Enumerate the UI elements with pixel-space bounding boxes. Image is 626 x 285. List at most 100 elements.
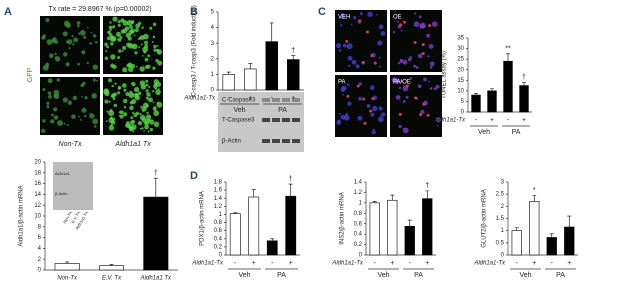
- y-tick-label: 10: [34, 214, 41, 220]
- cell: [104, 99, 109, 104]
- panel-label: B: [190, 6, 198, 18]
- cell: [65, 22, 71, 29]
- cell: [76, 24, 80, 28]
- cell: [398, 124, 402, 129]
- annotation: †: [522, 74, 526, 81]
- cell: [111, 93, 116, 98]
- cell: [413, 64, 417, 68]
- cell: [144, 65, 149, 69]
- error-bar: [288, 183, 293, 197]
- cell: [153, 48, 157, 52]
- cell: [372, 128, 375, 131]
- y-tick-label: 2: [211, 56, 215, 62]
- cell: [407, 57, 412, 62]
- error-bar: [567, 215, 572, 228]
- cell: [426, 113, 430, 117]
- y-axis-label: PDX1/β-actin mRNA: [200, 191, 206, 246]
- cell: [378, 56, 381, 59]
- cell: [139, 80, 146, 86]
- cell: [421, 43, 425, 47]
- cell: [93, 125, 97, 128]
- cell: [133, 113, 138, 118]
- bar: [511, 230, 522, 256]
- cell: [128, 92, 135, 99]
- x-tick-label: +: [390, 260, 394, 267]
- x-tick-label: -: [409, 260, 412, 267]
- y-tick-label: 0: [211, 88, 215, 94]
- error-bar: [474, 93, 478, 96]
- cell: [42, 119, 46, 123]
- cell: [140, 105, 143, 109]
- group-label: PA: [277, 272, 286, 279]
- cell: [138, 46, 141, 49]
- bar: [266, 240, 278, 256]
- y-tick-label: 0: [461, 110, 465, 116]
- cell: [157, 60, 163, 66]
- cell: [117, 91, 121, 95]
- cell: [144, 57, 149, 62]
- cell: [62, 97, 68, 103]
- error-bar: [65, 261, 70, 264]
- y-tick-label: 15: [457, 78, 464, 84]
- cell: [139, 112, 142, 116]
- cell: [402, 127, 409, 134]
- cell: [137, 91, 142, 96]
- y-tick-label: 1.6: [214, 188, 223, 194]
- bar: [387, 199, 398, 256]
- cell: [117, 20, 121, 24]
- cell: [123, 105, 127, 109]
- cell: [78, 115, 80, 118]
- cell: [89, 42, 93, 45]
- cell: [117, 38, 119, 41]
- y-tick-label: 1: [211, 72, 215, 78]
- bar: [519, 85, 529, 113]
- image-label: OE: [393, 15, 402, 21]
- bar: [369, 202, 380, 256]
- error-bar: [522, 82, 526, 86]
- x-tick-label: +: [490, 117, 494, 124]
- cell: [153, 83, 158, 89]
- x-tick-label: +: [522, 117, 526, 124]
- cell: [377, 116, 384, 123]
- cell: [405, 84, 409, 88]
- cell: [370, 54, 374, 58]
- cell: [106, 45, 109, 49]
- cell: [105, 50, 108, 53]
- cell: [81, 50, 86, 55]
- cell: [81, 95, 84, 98]
- cell: [108, 25, 113, 30]
- y-tick-label: 14: [34, 192, 41, 198]
- cell: [147, 130, 150, 133]
- cell: [141, 127, 144, 130]
- x-tick-label: +: [248, 95, 252, 102]
- cell: [358, 82, 363, 86]
- blot-band: [262, 118, 270, 122]
- cell: [338, 49, 342, 52]
- cell: [45, 65, 49, 69]
- inset-blot: [53, 162, 93, 210]
- cell: [104, 90, 110, 97]
- cell: [158, 52, 161, 55]
- bar: [529, 201, 540, 256]
- bar: [248, 196, 260, 256]
- cell: [152, 101, 155, 104]
- cell: [139, 66, 145, 72]
- blot-label: β-Actin: [222, 139, 241, 145]
- group-label: Veh: [478, 129, 490, 136]
- cell: [413, 21, 420, 28]
- cell: [418, 15, 422, 19]
- cell: [105, 120, 108, 123]
- y-tick-label: 5: [211, 10, 215, 16]
- blot-band: [272, 118, 280, 122]
- y-tick-label: 2: [501, 204, 505, 210]
- cell: [108, 125, 115, 131]
- cell: [363, 121, 367, 125]
- cell: [348, 64, 351, 67]
- cell: [79, 29, 86, 36]
- cell: [122, 19, 125, 22]
- cell: [109, 28, 112, 32]
- group-label: PA: [512, 129, 521, 136]
- cell: [128, 43, 134, 49]
- cell: [370, 112, 375, 117]
- blot-label: T-Caspase3: [222, 118, 255, 124]
